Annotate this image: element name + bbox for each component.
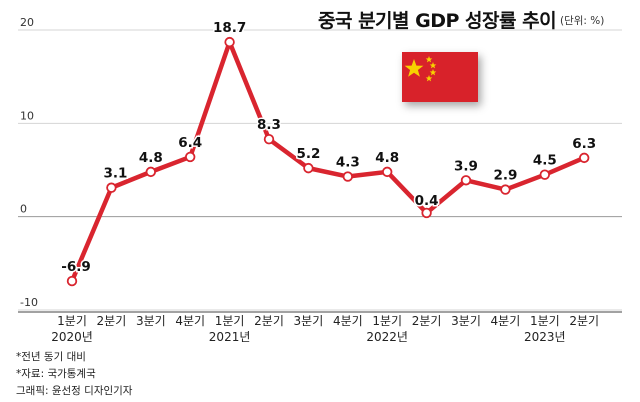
- series-line: [69, 39, 587, 284]
- flag-small-star: [429, 62, 437, 69]
- y-tick-label: 0: [20, 203, 27, 216]
- note-credit: 그래픽: 윤선정 디자인기자: [16, 385, 133, 397]
- data-point: [579, 152, 590, 164]
- data-label: 8.3: [257, 117, 281, 133]
- data-label: 6.3: [572, 136, 596, 152]
- data-label: 4.8: [375, 150, 399, 166]
- data-label: 3.1: [103, 166, 127, 182]
- x-tick-label: 1분기: [215, 314, 245, 328]
- data-label: 4.3: [336, 155, 360, 171]
- data-point: [382, 166, 393, 178]
- x-tick-label: 1분기: [372, 314, 402, 328]
- data-label: 5.2: [296, 146, 320, 162]
- data-point: [145, 166, 157, 178]
- data-point: [342, 171, 354, 182]
- data-label: 0.4: [415, 193, 439, 209]
- year-label: 2021년: [209, 330, 251, 344]
- data-label: -6.9: [61, 259, 91, 275]
- china-flag-icon: [402, 52, 478, 102]
- y-tick-label: 20: [20, 16, 34, 29]
- data-point: [106, 182, 117, 193]
- flag-small-star: [425, 75, 433, 82]
- data-label: 2.9: [493, 168, 517, 184]
- unit-note: (단위: %): [560, 15, 605, 27]
- note-source: *자료: 국가통계국: [16, 368, 96, 380]
- x-tick-label: 1분기: [57, 314, 87, 328]
- notes: *전년 동기 대비 *자료: 국가통계국 그래픽: 윤선정 디자인기자: [16, 349, 132, 400]
- y-tick-label: -10: [20, 296, 38, 309]
- y-tick-label: 10: [20, 109, 34, 122]
- year-label: 2023년: [524, 330, 566, 344]
- data-point: [421, 207, 432, 219]
- flag-small-star: [425, 56, 433, 63]
- data-point: [184, 151, 196, 163]
- data-point: [224, 36, 235, 48]
- data-label: 18.7: [213, 20, 246, 36]
- data-point: [539, 169, 551, 180]
- x-tick-label: 4분기: [175, 314, 205, 328]
- year-label: 2022년: [366, 330, 408, 344]
- chart-title: 중국 분기별 GDP 성장률 추이: [318, 10, 557, 32]
- x-tick-label: 3분기: [294, 314, 324, 328]
- line-chart: -10 0 10 20 1분기 2분기 3분기 4분기 1분기 2분기 3분기 4분기 1분기 2분기 3분…: [18, 16, 622, 344]
- data-label: 3.9: [454, 158, 478, 174]
- x-tick-label: 2분기: [412, 314, 442, 328]
- x-tick-label: 4분기: [491, 314, 521, 328]
- data-point: [303, 162, 314, 174]
- note-yoy: *전년 동기 대비: [16, 351, 86, 363]
- year-label: 2020년: [51, 330, 93, 344]
- flag-small-star: [429, 69, 437, 76]
- data-point: [263, 133, 275, 145]
- x-tick-label: 4분기: [333, 314, 363, 328]
- data-point: [66, 275, 78, 287]
- data-point: [500, 184, 511, 195]
- x-tick-label: 3분기: [451, 314, 481, 328]
- data-label: 6.4: [178, 135, 202, 151]
- x-tick-label: 3분기: [136, 314, 166, 328]
- x-tick-label: 1분기: [530, 314, 560, 328]
- data-point: [460, 175, 472, 186]
- flag-big-star: [404, 59, 424, 77]
- x-tick-label: 2분기: [569, 314, 599, 328]
- x-tick-label: 2분기: [97, 314, 127, 328]
- data-label: 4.8: [139, 150, 163, 166]
- data-label: 4.5: [533, 153, 557, 169]
- x-tick-label: 2분기: [254, 314, 284, 328]
